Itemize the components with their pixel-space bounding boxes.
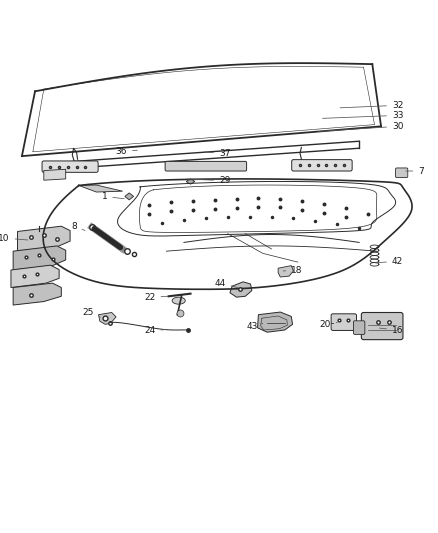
- Text: 37: 37: [204, 149, 230, 158]
- Text: 18: 18: [283, 266, 303, 276]
- Polygon shape: [125, 193, 134, 200]
- Text: 1: 1: [102, 192, 124, 201]
- Text: 25: 25: [83, 308, 100, 317]
- FancyBboxPatch shape: [396, 168, 408, 177]
- FancyBboxPatch shape: [292, 159, 352, 171]
- Polygon shape: [91, 225, 124, 251]
- Polygon shape: [230, 282, 252, 297]
- FancyBboxPatch shape: [42, 161, 98, 172]
- Text: 42: 42: [375, 257, 403, 266]
- FancyBboxPatch shape: [331, 314, 357, 330]
- Polygon shape: [13, 283, 61, 305]
- Polygon shape: [258, 312, 293, 332]
- Polygon shape: [44, 169, 66, 180]
- Polygon shape: [172, 297, 185, 304]
- Polygon shape: [186, 179, 195, 184]
- Text: 44: 44: [214, 279, 238, 288]
- Polygon shape: [278, 265, 293, 277]
- FancyBboxPatch shape: [361, 312, 403, 340]
- Polygon shape: [79, 185, 123, 192]
- Polygon shape: [18, 226, 70, 251]
- Polygon shape: [11, 265, 59, 287]
- Text: 33: 33: [322, 111, 403, 120]
- FancyBboxPatch shape: [353, 321, 365, 334]
- Text: 16: 16: [379, 326, 403, 335]
- Text: 36: 36: [116, 147, 138, 156]
- Text: 10: 10: [0, 233, 28, 243]
- Polygon shape: [13, 246, 66, 270]
- Text: 22: 22: [144, 293, 168, 302]
- Text: 8: 8: [71, 222, 85, 231]
- Text: 7: 7: [406, 166, 424, 175]
- FancyBboxPatch shape: [165, 161, 247, 171]
- Text: 43: 43: [247, 322, 263, 332]
- Text: 29: 29: [187, 176, 230, 185]
- Text: 30: 30: [318, 122, 403, 132]
- Polygon shape: [99, 312, 116, 324]
- Text: 24: 24: [144, 326, 168, 335]
- Text: 20: 20: [319, 320, 337, 329]
- Text: 32: 32: [340, 101, 403, 110]
